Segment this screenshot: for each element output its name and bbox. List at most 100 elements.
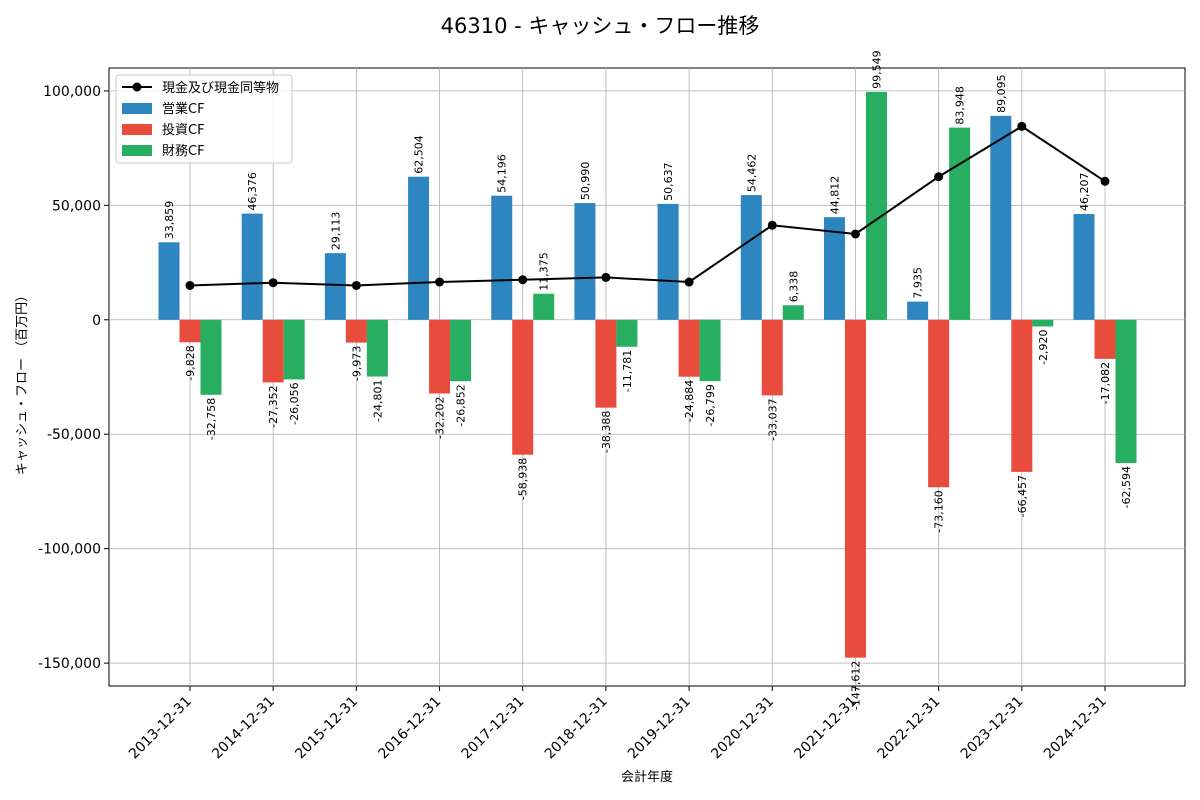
data-label: -27,352 [267,385,280,427]
data-label: 29,113 [329,212,342,251]
data-label: -66,457 [1016,475,1029,517]
legend-label: 現金及び現金同等物 [162,80,279,96]
x-tick-label: 2019-12-31 [625,694,694,763]
data-labels: 33,859 46,376 29,113 62,504 54,196 50,990 50,6… [163,50,1133,710]
data-label: -24,801 [371,380,384,422]
data-label: -9,828 [184,345,197,380]
data-label: -11,781 [621,350,634,392]
data-label: 83,948 [954,86,967,125]
x-tick-label: 2015-12-31 [292,694,361,763]
bar [740,195,762,320]
bar [450,319,472,382]
data-label: -9,973 [350,346,363,381]
chart-title: 46310 - キャッシュ・フロー推移 [441,14,760,38]
bar [928,319,950,488]
bar [782,305,804,320]
bar [366,319,388,377]
data-label: -2,920 [1037,329,1050,364]
data-label: 33,859 [163,201,176,240]
data-label: 46,376 [246,172,259,211]
data-label: -32,758 [205,398,218,440]
bar [200,319,222,395]
data-label: 54,196 [496,154,509,193]
line-point [351,280,361,290]
bar [1094,319,1116,359]
y-tick-label: 50,000 [52,198,101,214]
data-label: 44,812 [828,176,841,215]
legend-swatch [122,145,152,156]
data-label: 46,207 [1078,173,1091,212]
bar-series [158,91,1137,658]
bar [823,217,845,320]
x-tick-label: 2022-12-31 [875,694,944,763]
bar [678,319,700,377]
x-tick-label: 2023-12-31 [958,694,1027,763]
y-tick-label: -100,000 [38,542,101,558]
data-label: -147,612 [849,661,862,710]
data-label: 7,935 [912,267,925,299]
y-tick-label: 0 [92,313,101,329]
bar [1115,319,1137,464]
data-label: -26,852 [455,384,468,426]
data-label: 50,990 [579,162,592,201]
cash-line-series [185,121,1110,290]
bar [657,203,679,320]
bar [699,319,721,382]
x-tick-label: 2017-12-31 [459,694,528,763]
line-point [1100,176,1110,186]
bar [907,301,929,320]
data-label: -32,202 [434,396,447,438]
bar [241,213,263,320]
bar [491,195,513,320]
data-label: 89,095 [995,74,1008,112]
cash-line [189,125,1106,287]
bar [949,127,971,320]
data-label: -26,056 [288,382,301,424]
bar [1073,214,1095,320]
bar [345,319,367,343]
data-label: 6,338 [787,271,800,303]
x-tick-label: 2024-12-31 [1041,694,1110,763]
line-point [601,272,611,282]
x-tick-label: 2014-12-31 [209,694,278,763]
line-point [934,172,944,182]
bar [408,176,430,320]
line-point [767,220,777,230]
bar [761,319,783,396]
x-tick-label: 2018-12-31 [542,694,611,763]
data-label: 50,637 [662,162,675,201]
data-label: 54,462 [745,154,758,193]
line-point [1017,121,1027,131]
bar [1032,319,1054,327]
data-label: 62,504 [413,135,426,174]
bar [990,115,1012,320]
data-label: -17,082 [1099,362,1112,404]
line-point [435,277,445,287]
legend-label: 投資CF [162,122,205,138]
line-point [185,280,195,290]
x-axis-label: 会計年度 [621,769,673,785]
bar [283,319,305,380]
bar [512,319,534,455]
x-tick-label: 2016-12-31 [376,694,445,763]
legend-label: 営業CF [162,101,205,117]
legend-marker [132,82,142,92]
y-tick-label: 100,000 [43,84,101,100]
data-label: -58,938 [517,458,530,500]
bar [262,319,284,383]
bar [844,319,866,658]
bar [429,319,451,394]
line-point [518,275,528,285]
legend-label: 財務CF [162,144,205,159]
legend-swatch [122,103,152,114]
data-label: -73,160 [933,490,946,532]
data-label: 99,549 [870,50,883,89]
data-label: -38,388 [600,411,613,453]
bar [158,242,180,320]
y-tick-label: -150,000 [38,656,101,672]
x-tick-label: 2013-12-31 [126,694,195,763]
x-tick-label: 2020-12-31 [708,694,777,763]
data-label: -26,799 [704,384,717,426]
data-label: -33,037 [766,398,779,440]
